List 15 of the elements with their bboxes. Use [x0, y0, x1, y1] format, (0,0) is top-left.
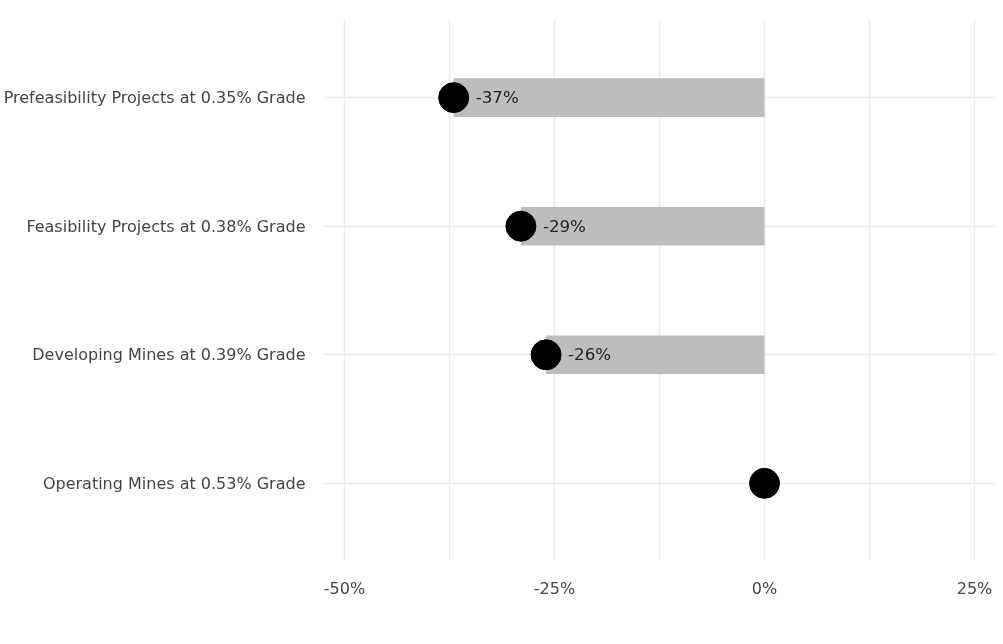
- x-tick-label: 25%: [956, 578, 993, 598]
- x-tick-label: -25%: [533, 578, 576, 598]
- point: [505, 210, 537, 242]
- y-tick-label: Developing Mines at 0.39% Grade: [32, 345, 306, 365]
- point: [530, 339, 562, 371]
- data-label: -29%: [542, 216, 586, 236]
- data-label: -37%: [475, 88, 519, 108]
- point: [749, 467, 780, 499]
- point: [438, 82, 470, 114]
- y-tick-label: Operating Mines at 0.53% Grade: [42, 473, 306, 493]
- y-tick-label: Prefeasibility Projects at 0.35% Grade: [3, 88, 306, 108]
- x-tick-label: 0%: [751, 578, 778, 598]
- data-label: -26%: [568, 345, 612, 365]
- y-tick-label: Feasibility Projects at 0.38% Grade: [26, 216, 306, 236]
- x-tick-label: -50%: [323, 578, 366, 598]
